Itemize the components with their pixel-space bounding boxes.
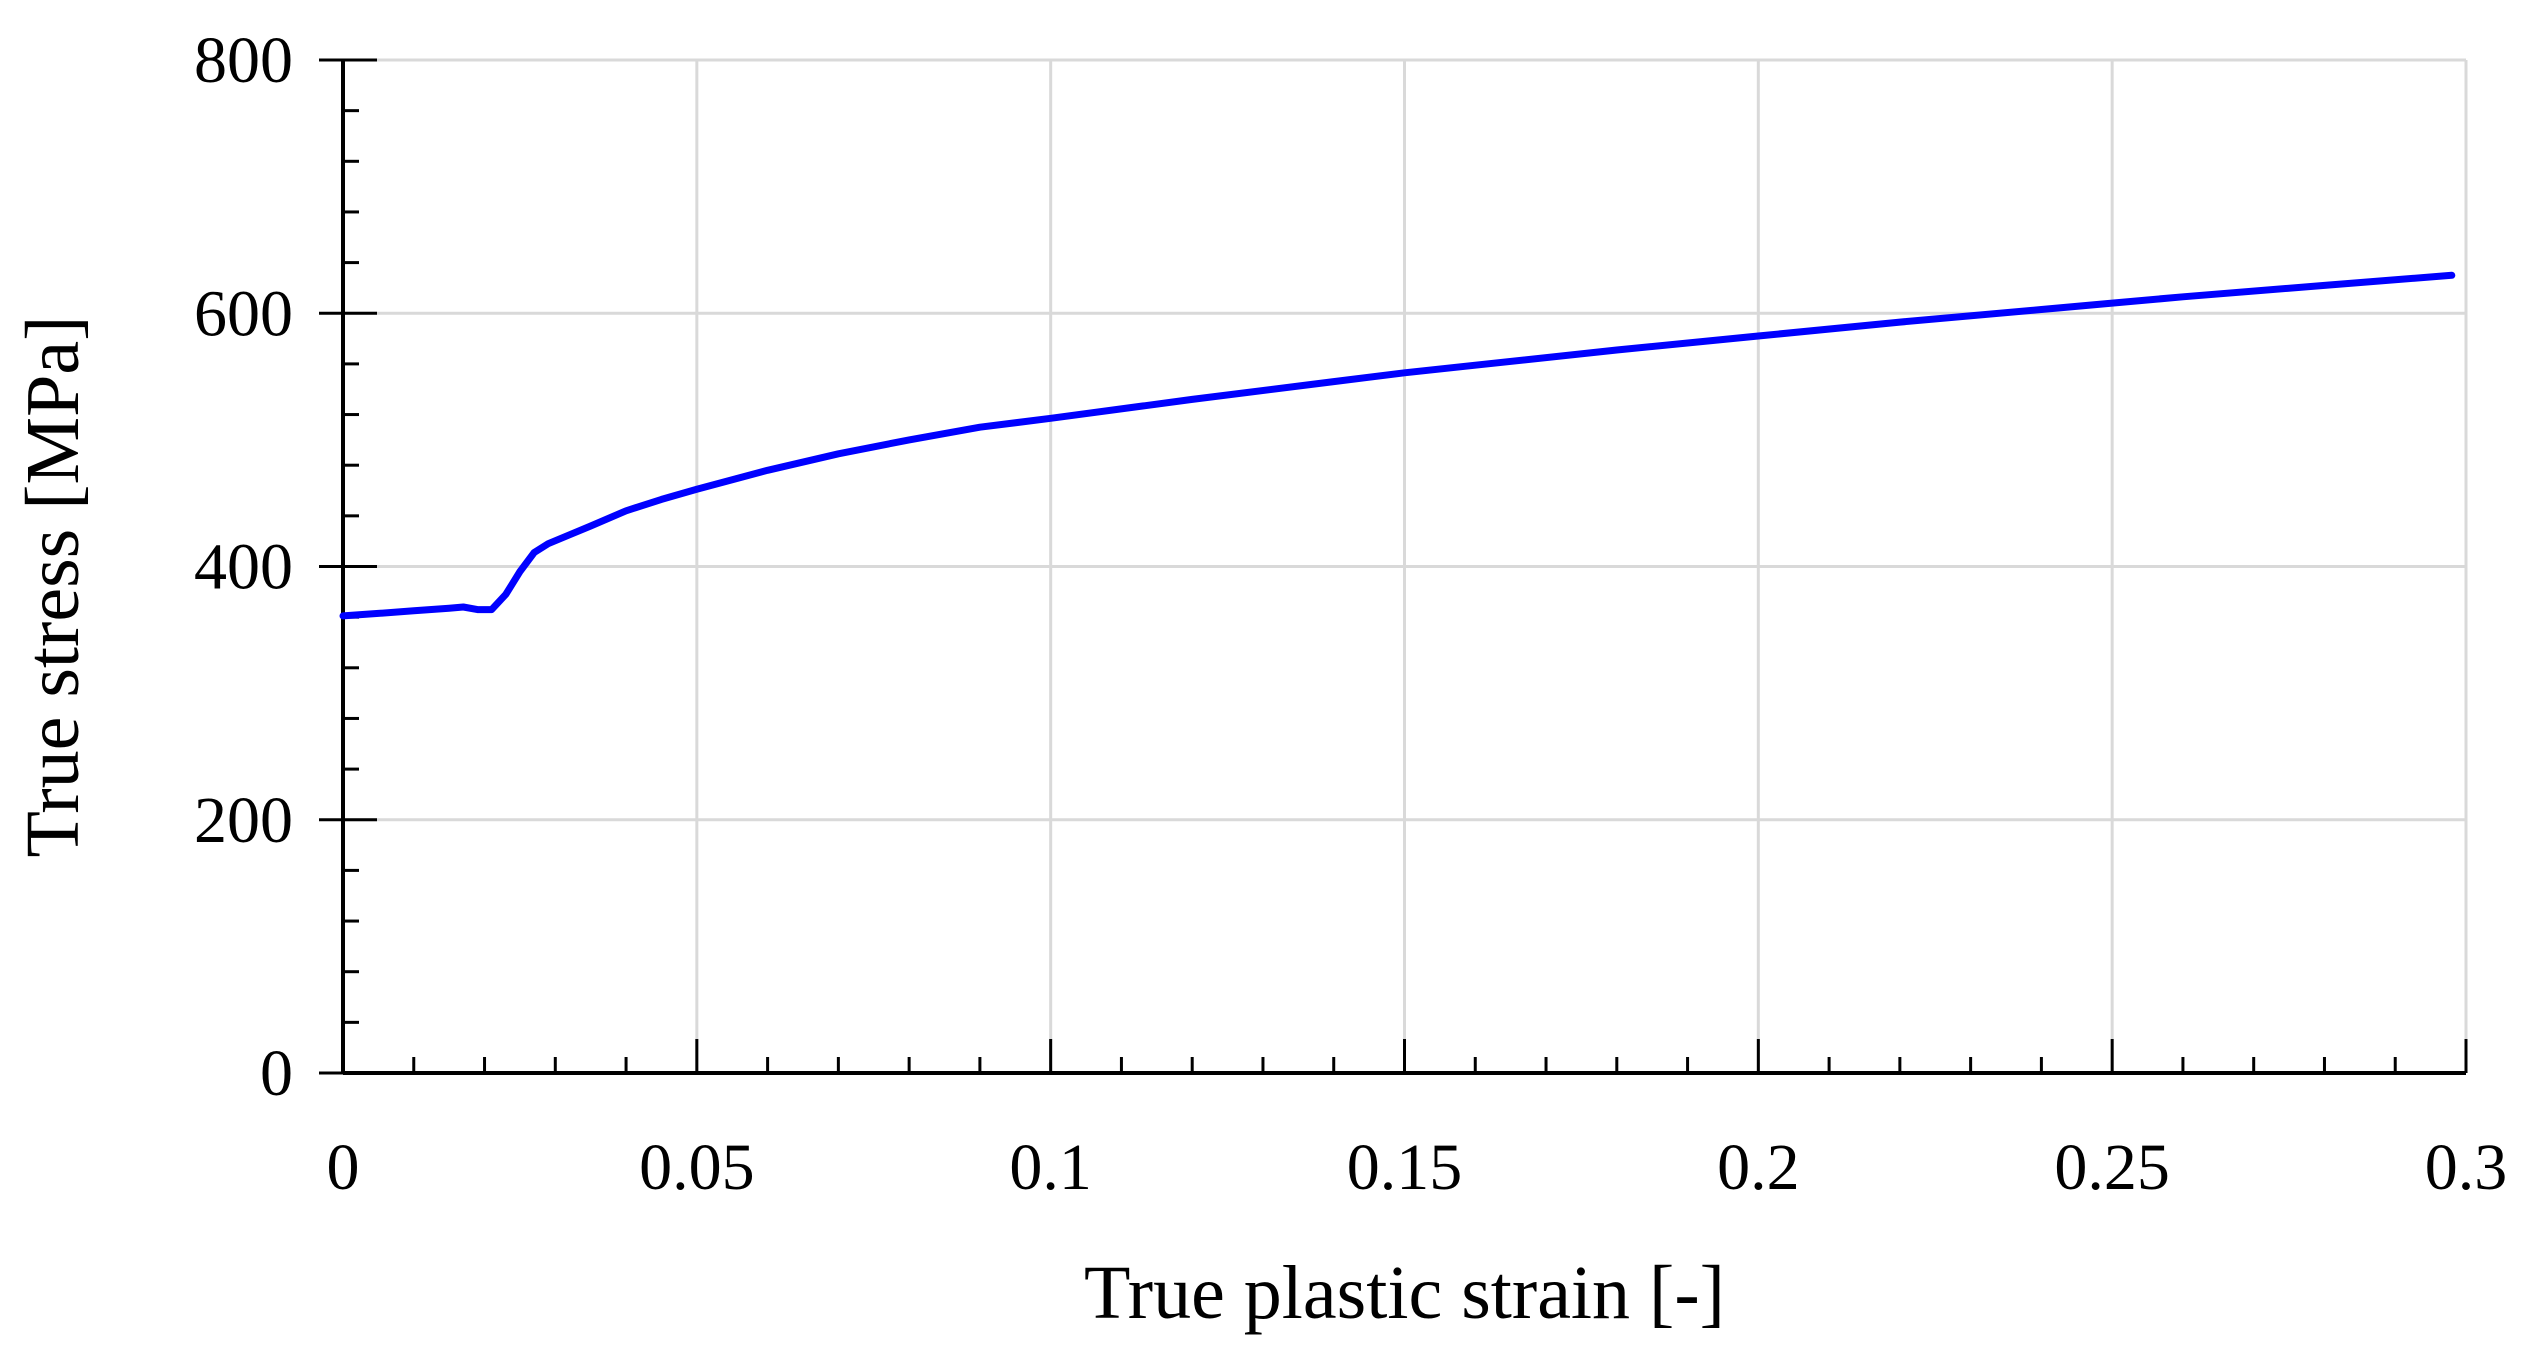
x-tick-label: 0.15 [1347, 1131, 1463, 1204]
series-layer [339, 271, 2456, 620]
axes [319, 58, 2468, 1075]
y-tick-label: 400 [194, 531, 293, 604]
x-tick-label: 0 [327, 1131, 360, 1204]
x-tick-label: 0.25 [2054, 1131, 2170, 1204]
x-tick-label: 0.1 [1009, 1131, 1092, 1204]
y-axis-title: True stress [MPa] [11, 316, 95, 858]
x-tick-label: 0.2 [1717, 1131, 1800, 1204]
x-tick-label: 0.3 [2425, 1131, 2508, 1204]
grid-lines [343, 58, 2468, 1073]
y-tick-label: 800 [194, 24, 293, 97]
x-axis-title: True plastic strain [-] [1084, 1251, 1725, 1335]
tick-labels: 0 0.05 0.1 0.15 0.2 0.25 0.3 0 200 400 600 800 [194, 24, 2507, 1204]
x-tick-label: 0.05 [639, 1131, 755, 1204]
series-line-0 [339, 271, 2456, 620]
y-tick-label: 600 [194, 277, 293, 350]
y-tick-label: 0 [260, 1037, 293, 1110]
y-tick-label: 200 [194, 784, 293, 857]
